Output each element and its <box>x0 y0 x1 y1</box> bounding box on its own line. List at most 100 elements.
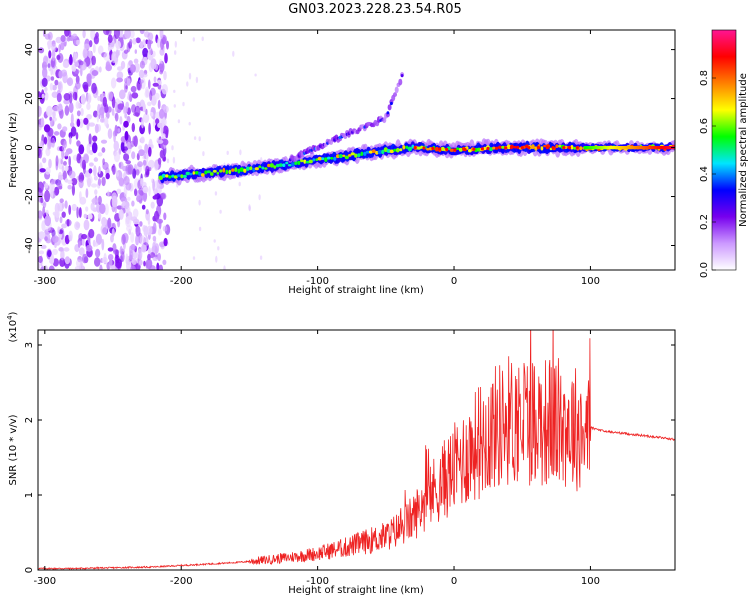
noise-cell <box>78 144 85 155</box>
noise-cell <box>48 50 52 59</box>
band-core-cell <box>200 173 205 177</box>
noise-cell <box>75 39 81 46</box>
noise-cell <box>166 158 170 164</box>
band-core-cell <box>583 146 586 150</box>
noise-cell <box>147 101 152 107</box>
band-core-cell <box>393 148 397 152</box>
band-core-cell <box>287 164 292 167</box>
noise-cell <box>139 221 143 227</box>
noise-cell <box>50 68 53 76</box>
chart-title: GN03.2023.228.23.54.R05 <box>288 2 462 17</box>
noise-cell <box>60 249 65 261</box>
noise-cell <box>156 204 162 217</box>
noise-cell <box>125 160 131 165</box>
noise-cell <box>141 244 147 253</box>
noise-cell <box>68 204 72 215</box>
noise-cell <box>68 30 72 38</box>
noise-cell <box>100 139 108 144</box>
band-core-cell <box>498 145 502 149</box>
noise-cell <box>103 252 107 263</box>
noise-cell <box>88 162 94 167</box>
noise-cell <box>92 135 98 142</box>
noise-cell <box>148 146 152 157</box>
band-core-cell <box>669 146 672 150</box>
noise-cell <box>95 233 102 245</box>
noise-cell <box>55 36 62 44</box>
band-core-cell <box>338 154 343 159</box>
noise-cell <box>86 114 92 120</box>
noise-cell <box>124 130 129 141</box>
noise-cell <box>87 213 93 220</box>
noise-cell <box>44 91 49 101</box>
noise-cell <box>126 225 133 232</box>
noise-cell <box>123 153 130 162</box>
noise-cell <box>82 48 88 59</box>
noise-cell <box>130 243 136 251</box>
noise-cell <box>64 105 70 116</box>
noise-cell <box>42 206 46 218</box>
noise-cell <box>159 108 165 119</box>
noise-cell <box>122 106 127 115</box>
noise-cell <box>69 136 72 145</box>
noise-cell <box>44 33 51 40</box>
noise-cell <box>214 191 218 196</box>
noise-cell <box>50 186 54 199</box>
noise-cell <box>143 260 146 267</box>
noise-cell <box>70 126 77 137</box>
noise-cell <box>88 122 96 127</box>
noise-cell <box>145 165 150 176</box>
noise-cell <box>97 195 102 206</box>
band-core-cell <box>613 146 616 150</box>
noise-cell <box>254 73 257 77</box>
harmonic-cell <box>400 74 404 78</box>
band-core-cell <box>610 146 613 150</box>
noise-cell <box>89 149 94 156</box>
band-core-cell <box>354 153 358 158</box>
band-core-cell <box>312 158 316 162</box>
harmonic-cell <box>394 86 399 94</box>
noise-cell <box>156 218 163 224</box>
noise-cell <box>104 116 109 127</box>
noise-cell <box>107 44 112 52</box>
noise-cell <box>113 151 121 163</box>
noise-cell <box>41 220 46 232</box>
band-core-cell <box>261 166 265 170</box>
noise-cell <box>173 104 176 108</box>
noise-cell <box>90 202 95 211</box>
noise-cell <box>239 149 242 156</box>
band-peak-cell <box>551 146 555 150</box>
harmonic-cell <box>398 78 403 86</box>
noise-cell <box>59 198 64 203</box>
noise-cell <box>117 128 121 133</box>
noise-cell <box>161 133 166 138</box>
noise-cell <box>52 111 56 119</box>
noise-cell <box>193 136 197 141</box>
noise-cell <box>38 145 41 157</box>
band-core-cell <box>267 163 271 168</box>
noise-cell <box>71 177 78 186</box>
noise-cell <box>76 110 81 117</box>
noise-cell <box>138 79 144 84</box>
noise-cell <box>148 79 151 90</box>
band-core-cell <box>590 146 593 150</box>
noise-cell <box>90 183 98 188</box>
band-core-cell <box>176 174 181 177</box>
band-core-cell <box>636 146 639 150</box>
noise-cell <box>66 218 70 227</box>
band-core-cell <box>348 154 352 157</box>
noise-cell <box>113 140 120 152</box>
noise-cell <box>139 235 146 246</box>
noise-cell <box>129 38 133 46</box>
noise-cell <box>102 158 105 166</box>
noise-cell <box>195 76 199 84</box>
noise-cell <box>158 63 164 70</box>
noise-cell <box>38 231 46 240</box>
band-core-cell <box>326 156 331 160</box>
noise-cell <box>125 215 130 225</box>
band-core-cell <box>657 146 660 150</box>
noise-cell <box>130 232 135 243</box>
noise-cell <box>68 170 76 179</box>
noise-cell <box>38 47 45 54</box>
band-core-cell <box>658 146 661 150</box>
band-core-cell <box>210 172 214 176</box>
